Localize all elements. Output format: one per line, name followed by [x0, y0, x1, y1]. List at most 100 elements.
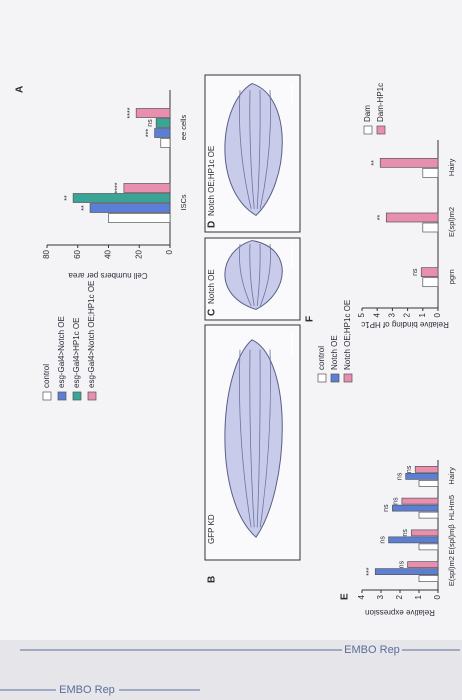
- y-tick-label: 60: [73, 249, 82, 258]
- significance-label: ns: [398, 560, 405, 568]
- bar: [374, 568, 439, 575]
- wing-vein: [256, 349, 261, 528]
- significance-label: ns: [379, 536, 386, 544]
- significance-label: **: [371, 160, 378, 166]
- x-tick-label: pgrn: [447, 269, 456, 284]
- wing-vein: [259, 243, 271, 307]
- y-tick-label: 3: [376, 594, 385, 599]
- bar: [414, 466, 439, 473]
- legend-label: esg-Gal4>Notch OE: [57, 316, 66, 388]
- bar: [401, 497, 439, 505]
- x-tick-label: E(spl)m2: [447, 207, 456, 237]
- significance-label: ns: [406, 465, 413, 473]
- wing-vein: [239, 90, 252, 209]
- bar: [418, 575, 439, 582]
- bar: [392, 504, 439, 512]
- legend-swatch: [330, 373, 340, 383]
- legend-label: Dam: [363, 105, 372, 122]
- panel-title: GFP KD: [207, 514, 216, 544]
- x-tick-label: E(spl)m2: [447, 556, 456, 586]
- legend-swatch: [57, 391, 67, 401]
- wing-vein: [239, 349, 252, 528]
- significance-label: ***: [366, 567, 373, 575]
- significance-label: ns: [147, 119, 154, 127]
- x-tick-label: Hairy: [447, 158, 456, 176]
- bar: [123, 183, 171, 193]
- bar: [379, 157, 439, 168]
- panel-letter: C: [207, 309, 218, 316]
- y-tick-label: 0: [433, 594, 442, 599]
- wing-vein: [239, 243, 252, 307]
- bar: [422, 222, 439, 233]
- bar: [418, 480, 439, 487]
- significance-label: ****: [127, 107, 134, 118]
- y-axis-title: Cell numbers per area: [68, 271, 148, 280]
- wing-vein: [249, 243, 255, 307]
- y-tick-label: 2: [403, 312, 412, 317]
- bar: [388, 536, 439, 544]
- significance-label: ns: [397, 472, 404, 480]
- bar: [155, 118, 171, 128]
- significance-label: **: [64, 195, 71, 201]
- bar: [154, 128, 171, 138]
- legend-swatch: [363, 125, 373, 135]
- journal-label: EMBO Rep: [59, 684, 115, 696]
- y-axis-title: Relative expression: [365, 608, 435, 617]
- bar: [407, 561, 439, 568]
- bar: [418, 543, 439, 551]
- bar: [135, 108, 171, 118]
- panel-letter: D: [207, 221, 218, 228]
- y-tick-label: 80: [42, 249, 51, 258]
- legend-swatch: [72, 391, 82, 401]
- legend-label: esg-Gal4>Notch OE;HP1c OE: [87, 281, 96, 388]
- bar: [418, 511, 439, 519]
- panel-letter: E: [340, 593, 351, 600]
- legend-label: Notch OE: [330, 335, 339, 370]
- panel-letter: A: [15, 86, 26, 93]
- bar: [411, 529, 439, 537]
- y-tick-label: 40: [104, 249, 113, 258]
- wing-vein: [249, 90, 255, 209]
- panel-title: Notch OE;HP1c OE: [207, 146, 216, 216]
- bar: [89, 203, 171, 213]
- legend-swatch: [317, 373, 327, 383]
- wing-vein: [259, 349, 271, 528]
- panel-title: Notch OE: [207, 269, 216, 304]
- panel-letter: B: [207, 576, 218, 583]
- y-tick-label: 4: [372, 312, 381, 317]
- x-tick-label: Hairy: [447, 467, 456, 485]
- bar: [160, 138, 171, 148]
- legend-swatch: [87, 391, 97, 401]
- journal-label: EMBO Rep: [344, 644, 400, 656]
- legend-swatch: [343, 373, 353, 383]
- x-tick-label: ISCs: [179, 194, 188, 211]
- significance-label: ns: [383, 504, 390, 512]
- legend-label: esg-Gal4>HP1c OE: [72, 318, 81, 388]
- y-axis-title: Relative binding of HP1c: [361, 320, 449, 329]
- significance-label: **: [81, 205, 88, 211]
- wing-vein: [256, 243, 261, 307]
- y-tick-label: 2: [395, 594, 404, 599]
- legend-label: Dam-HP1c: [376, 83, 385, 122]
- x-tick-label: HLHm5: [447, 495, 456, 520]
- legend-swatch: [376, 125, 386, 135]
- y-tick-label: 1: [414, 594, 423, 599]
- y-tick-label: 5: [357, 312, 366, 317]
- bar: [72, 193, 171, 203]
- wing-vein: [259, 90, 271, 209]
- y-tick-label: 0: [165, 249, 174, 254]
- y-tick-label: 4: [357, 594, 366, 599]
- significance-label: ns: [402, 529, 409, 537]
- legend-label: Notch OE;HP1c OE: [343, 300, 352, 370]
- wing-vein: [256, 90, 261, 209]
- y-tick-label: 0: [433, 312, 442, 317]
- significance-label: **: [377, 215, 384, 221]
- x-tick-label: ee cells: [179, 115, 188, 141]
- significance-label: ns: [412, 268, 419, 276]
- y-tick-label: 20: [134, 249, 143, 258]
- bar: [405, 473, 439, 480]
- bar: [422, 167, 439, 178]
